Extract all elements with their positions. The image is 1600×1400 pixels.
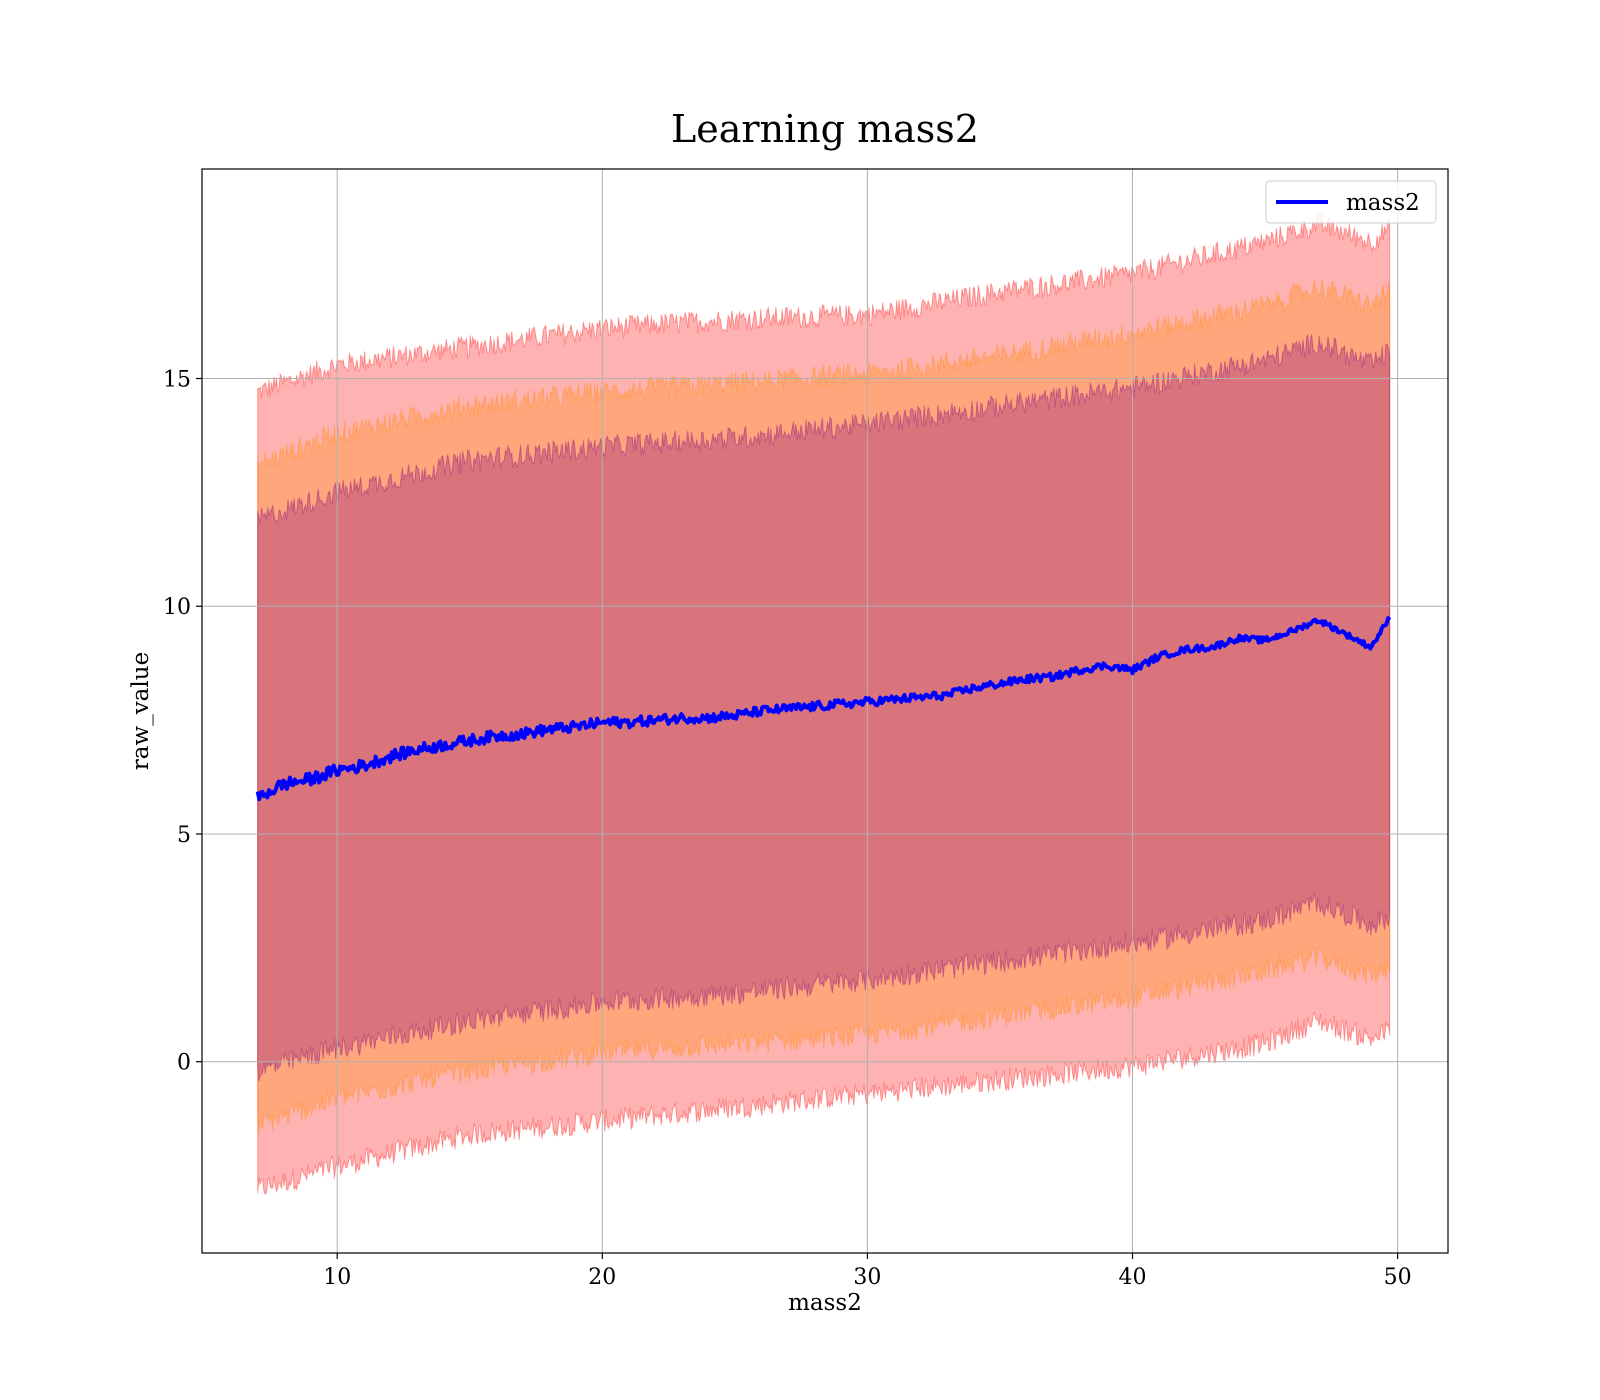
y-axis-label: raw_value — [128, 652, 154, 770]
x-axis-label: mass2 — [788, 1290, 862, 1316]
legend: mass2 — [1265, 180, 1437, 224]
y-tick-label: 10 — [163, 595, 191, 620]
series-layer — [255, 616, 1392, 802]
x-tick-label: 30 — [853, 1265, 881, 1290]
plot-frame — [201, 168, 1449, 1254]
y-tick-label: 5 — [177, 823, 191, 848]
x-tick-label: 10 — [323, 1265, 351, 1290]
y-tick-label: 0 — [177, 1051, 191, 1076]
band-outer — [257, 212, 1391, 1195]
y-tick-label: 15 — [163, 368, 191, 393]
chart-title: Learning mass2 — [671, 107, 979, 151]
legend-box — [1265, 180, 1437, 224]
bands-layer — [257, 212, 1391, 1195]
legend-label-mass2: mass2 — [1346, 190, 1420, 216]
x-tick-label: 50 — [1384, 1265, 1412, 1290]
series-line-mass2 — [255, 616, 1392, 802]
grid-layer — [202, 169, 1448, 1253]
ticks-layer: 10 20 30 40 50 0 5 10 15 — [163, 368, 1412, 1290]
x-tick-label: 20 — [588, 1265, 616, 1290]
x-tick-label: 40 — [1119, 1265, 1147, 1290]
